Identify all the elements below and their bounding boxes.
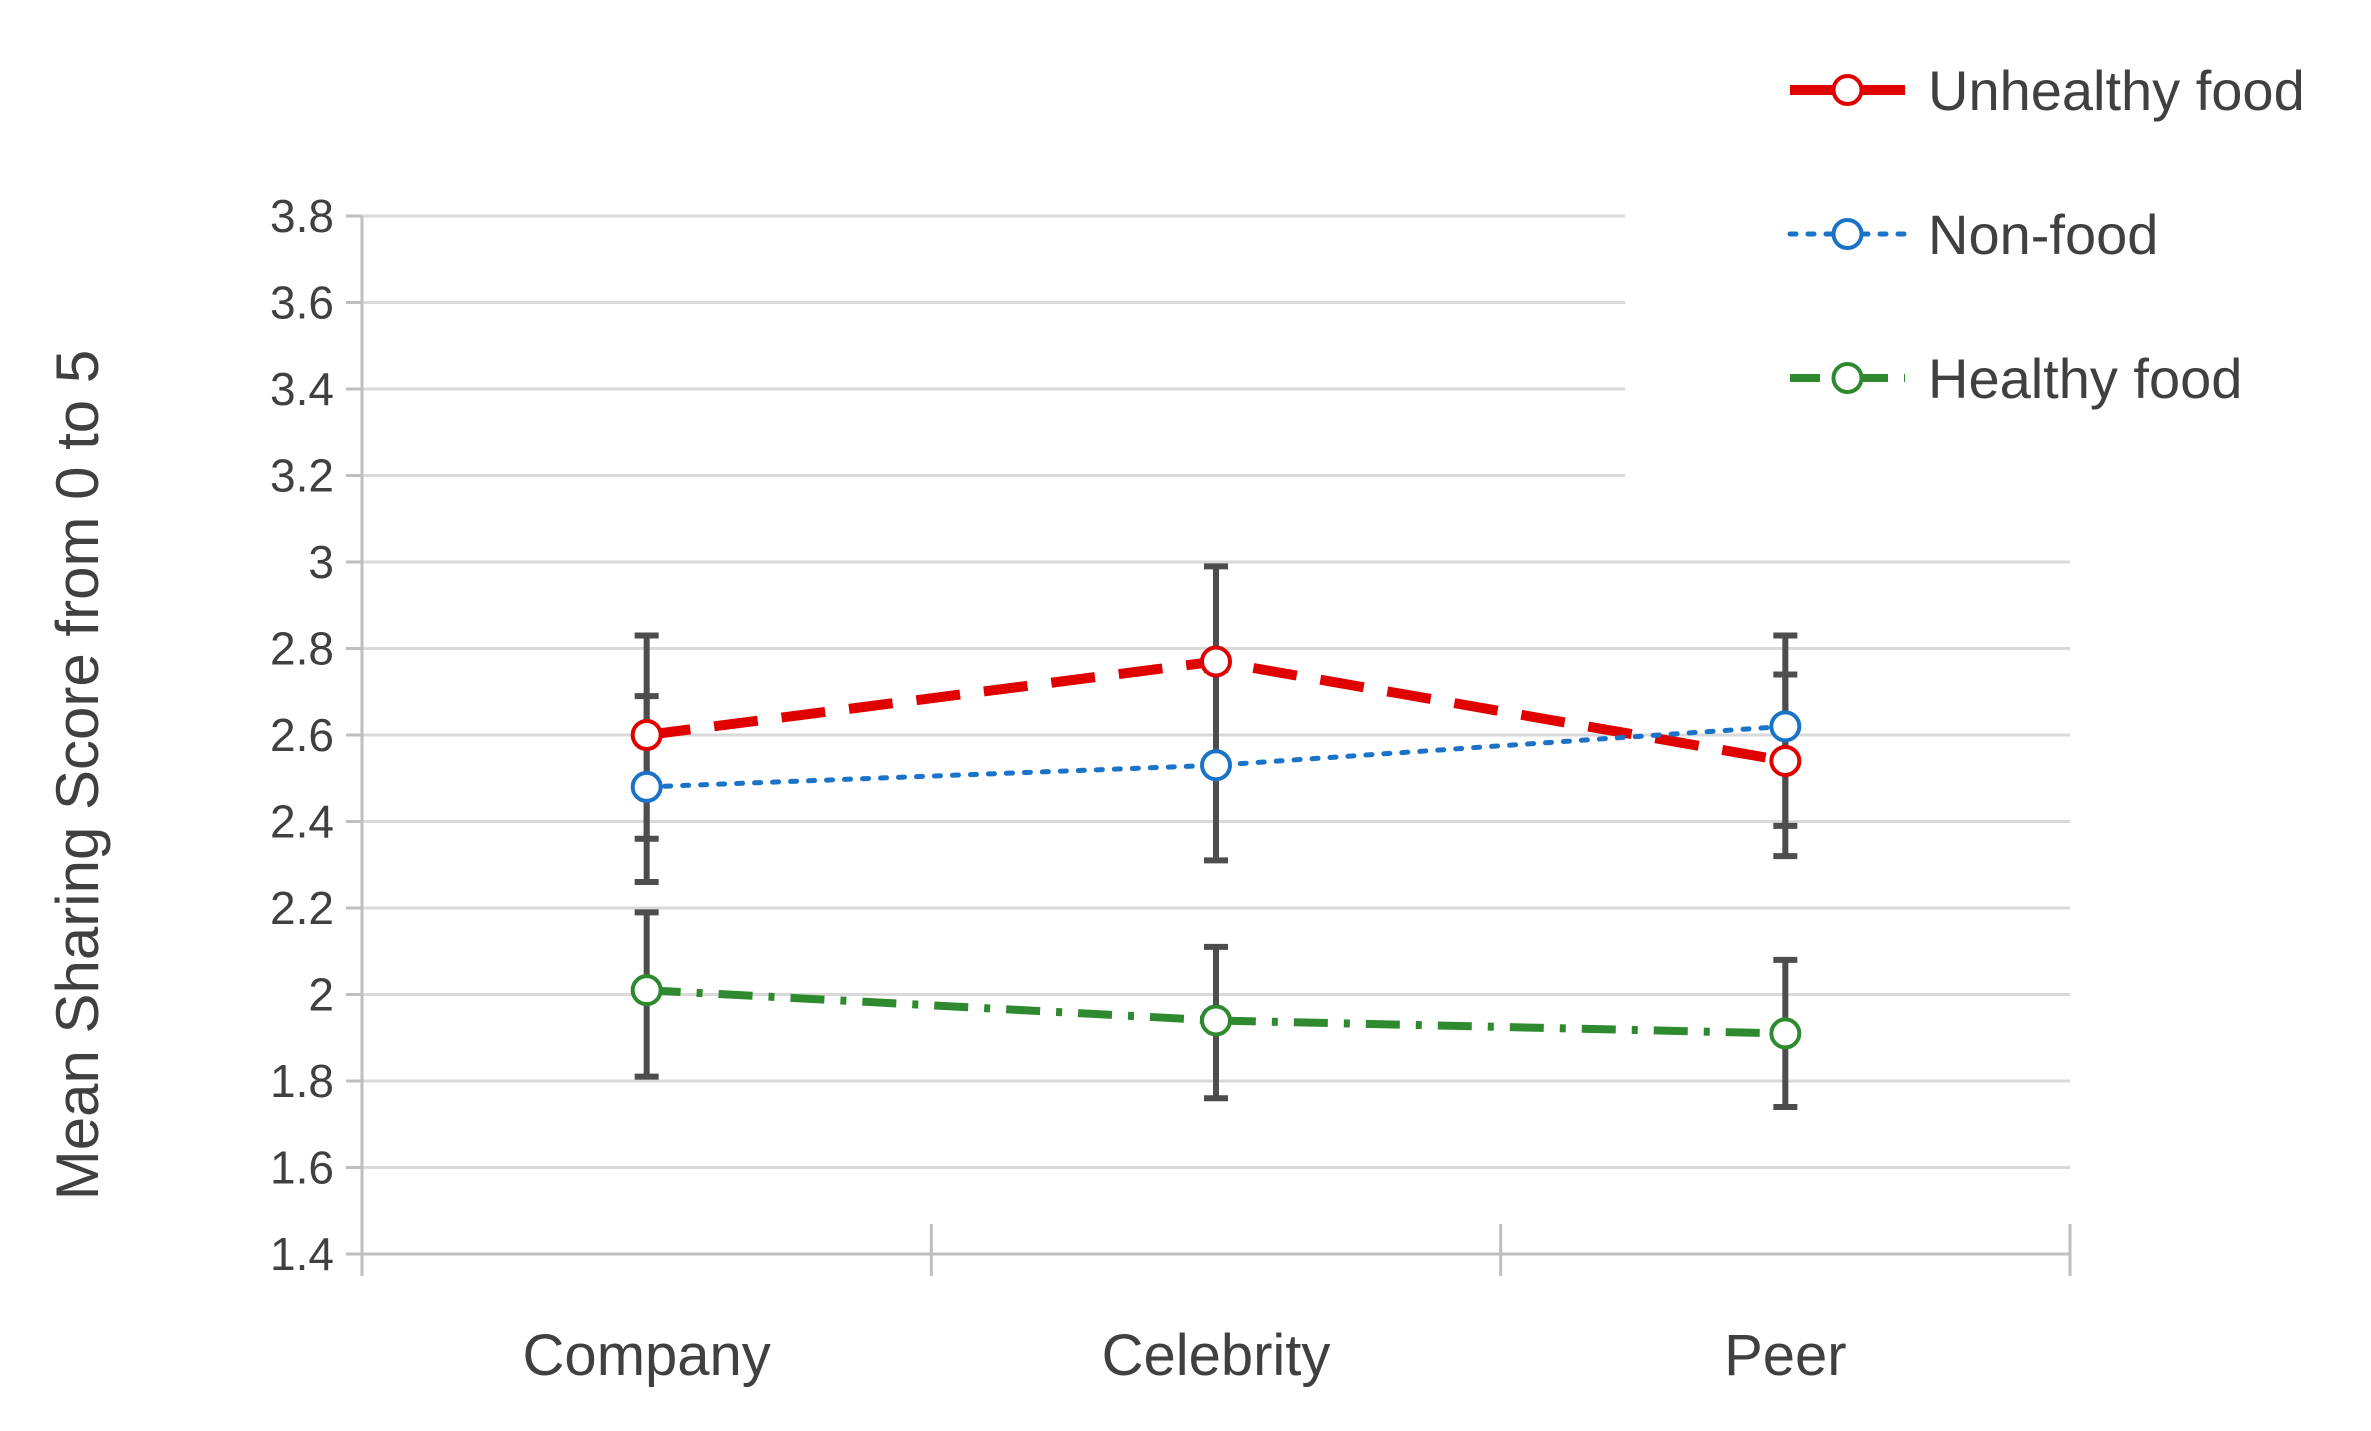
x-category-label: Celebrity (1102, 1323, 1331, 1388)
y-tick-label: 3 (308, 536, 334, 588)
legend-swatch-marker (1831, 218, 1864, 250)
y-tick-label: 3.2 (270, 450, 334, 502)
data-point (1769, 1017, 1802, 1050)
axis-labels: 1.4 1.6 1.8 2 2.2 2.4 2.6 2.8 3 3.2 3.4 3.6 3.8 Compa… (44, 190, 1847, 1388)
y-tick-label: 2.2 (270, 882, 334, 934)
y-tick-label: 3.8 (270, 190, 334, 242)
legend-swatch-marker (1831, 362, 1864, 394)
data-series (630, 563, 1802, 1110)
y-tick-label: 1.4 (270, 1228, 334, 1280)
data-point (1200, 749, 1232, 782)
axes (346, 214, 2072, 1276)
y-tick-label: 3.6 (270, 277, 334, 329)
data-point (1200, 645, 1232, 678)
legend-label: Non-food (1928, 203, 2158, 266)
legend-swatch-marker (1831, 74, 1864, 106)
y-tick-label: 1.8 (270, 1055, 334, 1107)
y-tick-label: 2.4 (270, 796, 334, 848)
data-point (1769, 744, 1802, 777)
data-point (1769, 710, 1802, 743)
data-point (630, 770, 663, 803)
y-tick-label: 3.4 (270, 363, 334, 415)
data-point (1200, 1004, 1232, 1037)
x-category-label: Company (523, 1323, 771, 1388)
data-point (630, 974, 663, 1007)
legend-label: Unhealthy food (1928, 59, 2305, 122)
y-tick-label: 2.8 (270, 623, 334, 675)
x-category-label: Peer (1724, 1323, 1847, 1388)
series-line (646, 986, 1786, 1038)
y-tick-label: 2.6 (270, 709, 334, 761)
y-tick-label: 2 (308, 969, 334, 1021)
y-tick-label: 1.6 (270, 1142, 334, 1194)
data-point (630, 719, 663, 751)
y-axis-title: Mean Sharing Score from 0 to 5 (44, 350, 111, 1200)
legend: Unhealthy food Non-food Healthy food (1787, 59, 2305, 410)
legend-label: Healthy food (1928, 347, 2242, 410)
